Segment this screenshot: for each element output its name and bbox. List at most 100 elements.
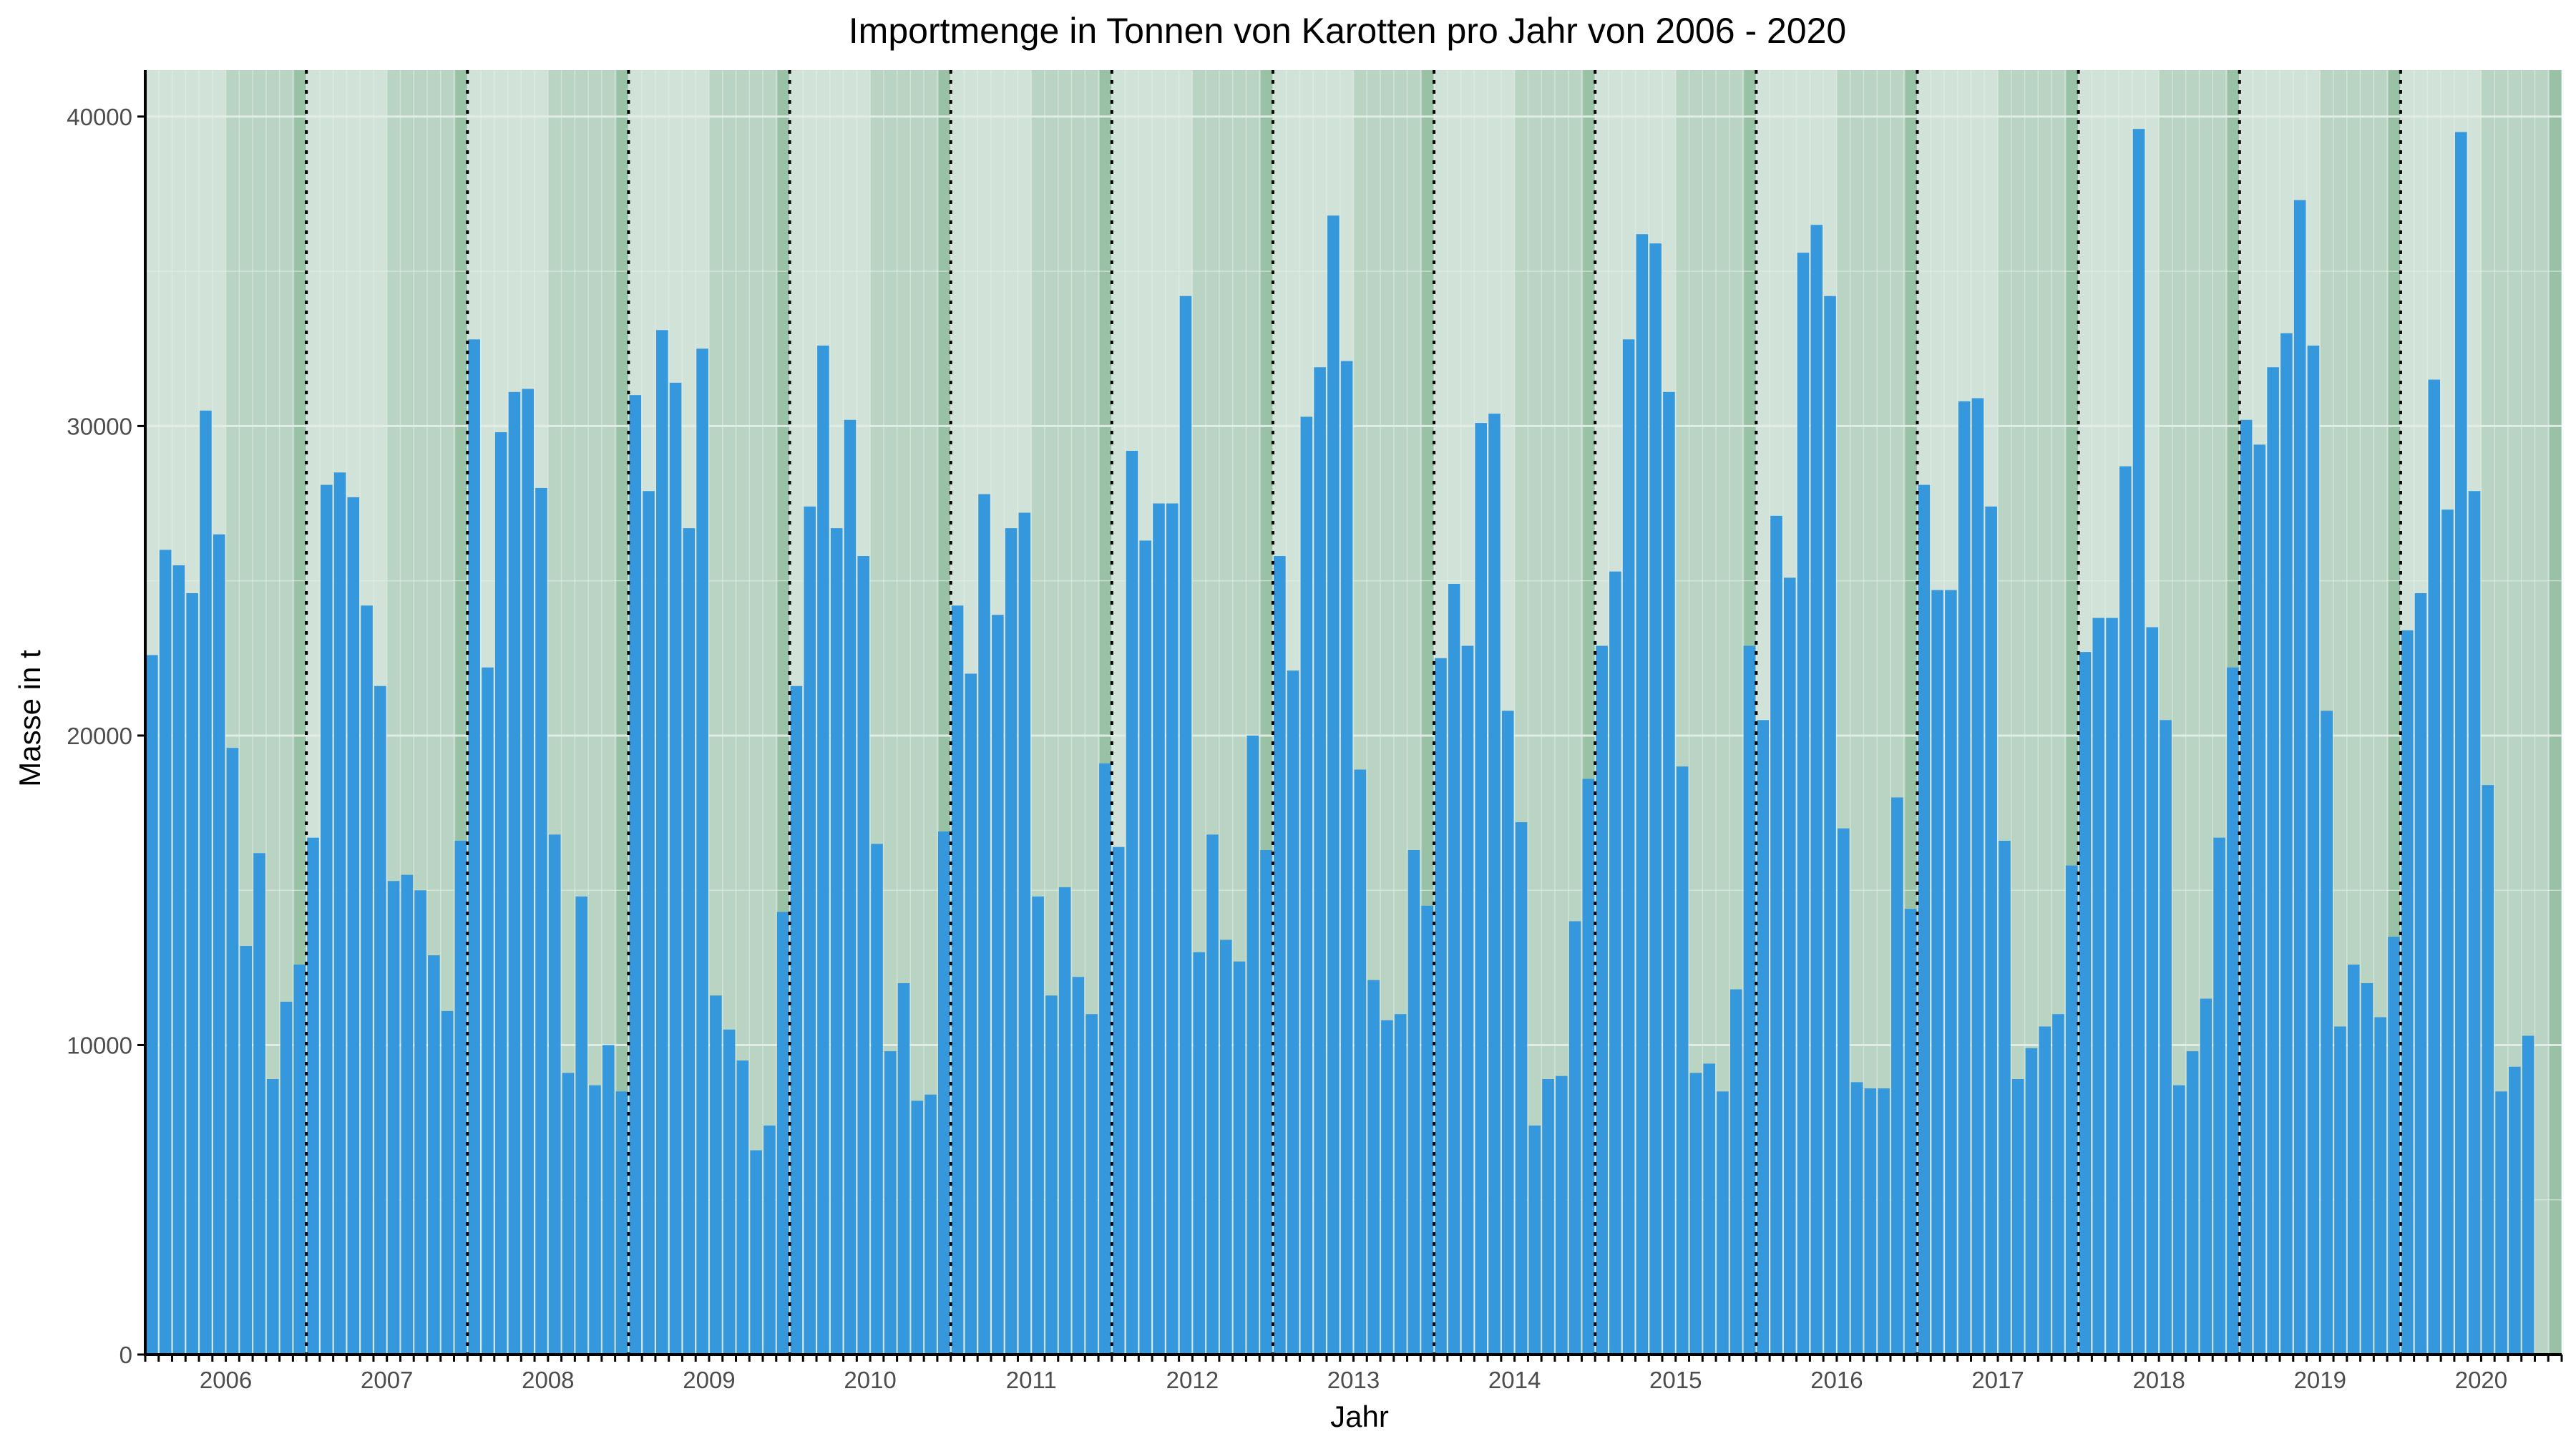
bar [240,946,252,1355]
bar [1945,590,1957,1355]
bar [1985,506,1997,1355]
bar [2039,1026,2051,1355]
bar [1354,769,1367,1355]
bar [253,853,265,1355]
bar [1461,645,1474,1355]
bar [1918,484,1931,1355]
bar [1367,980,1380,1355]
bar [2240,419,2253,1355]
bar [146,655,158,1355]
bar [280,1001,293,1355]
bar [468,339,480,1355]
bar [401,874,414,1355]
bar [1649,243,1662,1355]
bar [428,955,440,1355]
bar [1206,834,1219,1355]
bar [1340,361,1353,1355]
bar [1448,584,1460,1355]
bar [1166,503,1179,1355]
bar [2227,667,2239,1355]
bar [2374,1017,2387,1355]
bar [1501,711,1514,1355]
bar [1058,887,1071,1355]
bar [992,615,1004,1355]
bar [2334,1026,2346,1355]
bar [938,831,950,1355]
y-tick-label: 20000 [67,723,132,749]
x-tick-label: 2007 [361,1367,413,1393]
bar [776,912,789,1355]
bar [387,881,400,1355]
bar [2522,1035,2534,1355]
bar [2509,1066,2521,1355]
bar [1179,296,1192,1355]
bar [1689,1073,1702,1355]
bar [736,1060,749,1355]
bar [1663,391,1675,1355]
bar [1219,940,1232,1355]
bar [2079,652,2092,1355]
bar [978,494,990,1355]
bar [320,484,333,1355]
bar [884,1051,897,1355]
bar [1568,921,1581,1355]
bar [1032,896,1044,1355]
bar [2441,509,2454,1355]
bar [414,890,426,1355]
bar [1018,512,1031,1355]
bar [2173,1085,2185,1355]
chart-title: Importmenge in Tonnen von Karotten pro J… [849,11,1846,51]
bar [629,395,642,1355]
bar [1407,849,1420,1355]
bar [374,686,386,1355]
bars [146,129,2534,1355]
bar [830,528,843,1355]
y-axis-title: Masse in t [13,650,47,787]
grid-lines [145,70,2562,1356]
x-tick-label: 2014 [1488,1367,1541,1393]
bar [844,419,857,1355]
bar [200,410,212,1355]
bar [575,896,588,1355]
bar [2092,618,2105,1355]
bar [2119,466,2132,1355]
bar [1609,571,1621,1355]
bar [750,1150,762,1355]
bar [2200,998,2212,1355]
bar [1005,528,1018,1355]
bar [2253,444,2266,1355]
bar [1193,952,1206,1355]
bar [2468,491,2481,1355]
bar [1528,1125,1541,1355]
bar [2361,982,2373,1355]
bar [1999,841,2011,1355]
x-tick-label: 2010 [844,1367,896,1393]
bar [2347,965,2360,1355]
y-tick-label: 30000 [67,413,132,439]
bar [1757,720,1769,1355]
bar [1676,766,1689,1355]
bar [2160,720,2172,1355]
bar [723,1029,736,1355]
bar [347,497,360,1355]
bar [1582,779,1595,1355]
bar [2455,132,2467,1355]
bar [1891,797,1903,1355]
x-tick-label: 2011 [1006,1367,1057,1393]
bar [2293,200,2306,1355]
bar [1072,977,1085,1355]
bar [159,550,172,1355]
bar [1931,590,1943,1355]
bar [307,837,319,1355]
bar [1381,1020,1393,1355]
bar [1045,995,1058,1355]
bar [2280,333,2293,1355]
x-axis-ticks: 2006 2007 2008 2009 2010 2011 2012 2013 2014 2015… [144,1355,2563,1393]
bar [2307,345,2320,1355]
bar [1435,658,1447,1355]
bar [871,844,883,1355]
y-tick-label: 0 [119,1342,132,1368]
bar [615,1091,628,1355]
